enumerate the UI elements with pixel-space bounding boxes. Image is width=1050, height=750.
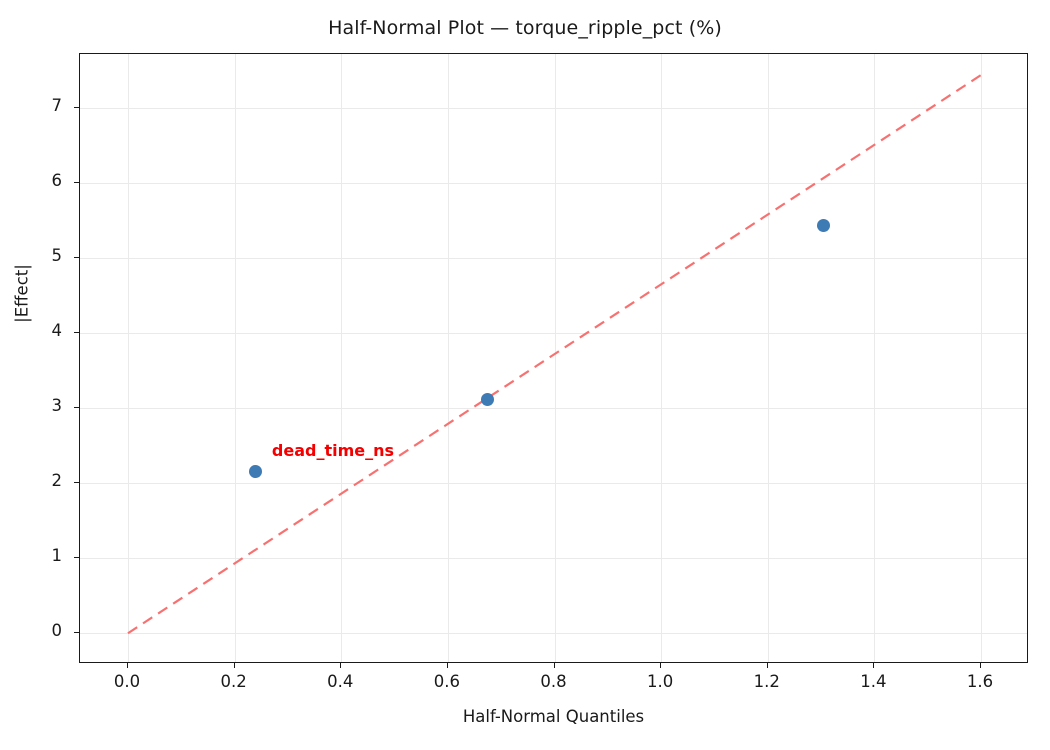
data-point-marker: [249, 464, 263, 478]
x-tick-label: 1.0: [647, 672, 674, 691]
gridline-horizontal: [80, 183, 1027, 185]
y-tick-mark: [74, 482, 79, 484]
y-tick-mark: [74, 332, 79, 334]
y-tick-label: 1: [51, 546, 63, 566]
y-tick-label: 2: [51, 471, 63, 491]
x-tick-label: 1.6: [966, 672, 994, 691]
x-tick-label: 0.8: [540, 672, 567, 691]
gridlines: [80, 54, 1027, 662]
x-tick-label: 1.2: [753, 672, 780, 691]
x-tick-mark: [126, 663, 128, 668]
gridline-horizontal: [80, 558, 1027, 560]
x-tick-mark: [873, 663, 875, 668]
y-tick-mark: [74, 632, 79, 634]
data-point-marker: [817, 218, 831, 232]
gridline-vertical: [874, 54, 876, 662]
gridline-vertical: [447, 54, 449, 662]
x-tick-label: 0.4: [327, 672, 354, 691]
x-tick-mark: [980, 663, 982, 668]
y-tick-mark: [74, 257, 79, 259]
gridline-horizontal: [80, 483, 1027, 485]
x-tick-mark: [446, 663, 448, 668]
y-tick-mark: [74, 182, 79, 184]
y-axis-label: |Effect|: [12, 264, 32, 323]
data-points: [80, 54, 1027, 662]
gridline-vertical: [341, 54, 343, 662]
x-tick-label: 0.2: [220, 672, 247, 691]
y-tick-label: 5: [51, 246, 63, 266]
y-tick-label: 4: [51, 321, 63, 341]
x-tick-mark: [553, 663, 555, 668]
y-tick-label: 0: [51, 621, 63, 641]
gridline-vertical: [234, 54, 236, 662]
point-annotation-label: dead_time_ns: [271, 440, 395, 460]
y-tick-mark: [74, 407, 79, 409]
y-tick-label: 6: [51, 171, 63, 191]
y-tick-label: 7: [51, 96, 63, 116]
x-tick-mark: [660, 663, 662, 668]
y-tick-mark: [74, 107, 79, 109]
x-tick-label: 0.0: [113, 672, 141, 691]
plot-area: dead_time_ns: [79, 53, 1028, 663]
x-tick-mark: [340, 663, 342, 668]
x-axis-label: Half-Normal Quantiles: [462, 707, 645, 726]
x-tick-mark: [766, 663, 768, 668]
data-point-marker: [481, 392, 495, 406]
x-tick-mark: [233, 663, 235, 668]
gridline-horizontal: [80, 633, 1027, 635]
gridline-horizontal: [80, 408, 1027, 410]
gridline-vertical: [661, 54, 663, 662]
gridline-vertical: [981, 54, 983, 662]
gridline-horizontal: [80, 333, 1027, 335]
x-tick-label: 0.6: [433, 672, 460, 691]
y-tick-label: 3: [51, 396, 63, 416]
y-tick-mark: [74, 557, 79, 559]
page-title: Half-Normal Plot — torque_ripple_pct (%): [328, 17, 722, 39]
gridline-horizontal: [80, 108, 1027, 110]
gridline-vertical: [554, 54, 556, 662]
gridline-vertical: [767, 54, 769, 662]
gridline-horizontal: [80, 258, 1027, 260]
reference-line: [127, 74, 982, 635]
x-tick-label: 1.4: [860, 672, 887, 691]
gridline-vertical: [127, 54, 129, 662]
